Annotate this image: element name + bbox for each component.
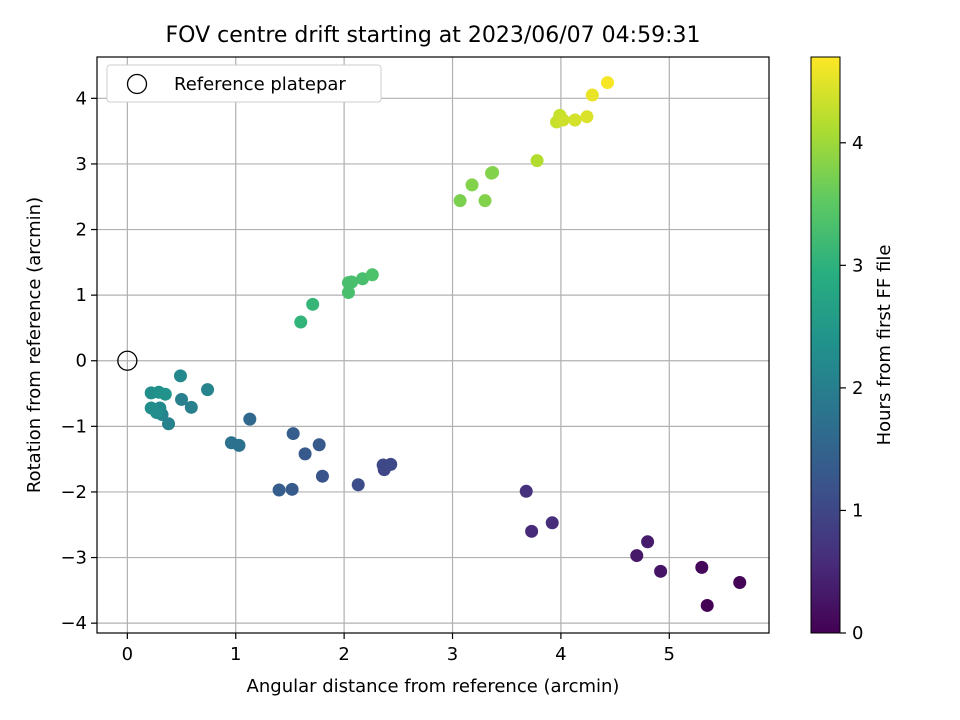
data-point xyxy=(286,427,300,441)
legend: Reference platepar xyxy=(106,64,382,103)
data-point xyxy=(184,400,198,414)
x-tick-label: 0 xyxy=(122,644,133,665)
colorbar-ticks: 0 1 2 3 4 xyxy=(840,133,863,644)
x-axis-label: Angular distance from reference (arcmin) xyxy=(247,676,620,697)
y-tick-label: 1 xyxy=(76,285,87,306)
y-tick-label: 0 xyxy=(76,351,87,372)
data-point xyxy=(158,387,172,401)
data-point xyxy=(700,598,714,612)
data-point xyxy=(654,564,668,578)
colorbar-gradient xyxy=(810,56,841,634)
data-point xyxy=(294,315,308,329)
data-point xyxy=(341,286,355,300)
colorbar: 0 1 2 3 4 Hours from first FF file xyxy=(810,56,895,644)
data-point xyxy=(315,469,329,483)
colorbar-tick-label: 2 xyxy=(852,378,863,399)
y-axis-ticks: −4 −3 −2 −1 0 1 2 3 4 xyxy=(60,88,97,634)
plot-area-frame xyxy=(96,56,770,634)
data-point xyxy=(486,165,500,179)
data-point xyxy=(630,549,644,563)
data-point xyxy=(478,194,492,208)
data-point xyxy=(580,110,594,124)
y-tick-label: 2 xyxy=(76,220,87,241)
y-axis-label: Rotation from reference (arcmin) xyxy=(24,197,45,493)
legend-marker-icon xyxy=(126,73,148,95)
data-point xyxy=(733,575,747,589)
data-point xyxy=(162,417,176,431)
data-point xyxy=(525,524,539,538)
colorbar-tick-label: 1 xyxy=(852,500,863,521)
y-tick-label: −1 xyxy=(60,416,87,437)
data-point xyxy=(453,194,467,208)
data-point xyxy=(530,154,544,168)
data-point xyxy=(232,438,246,452)
data-point xyxy=(272,483,286,497)
x-tick-label: 3 xyxy=(447,644,458,665)
data-point xyxy=(556,113,570,127)
chart-title: FOV centre drift starting at 2023/06/07 … xyxy=(166,23,701,48)
data-point xyxy=(519,484,533,498)
data-point xyxy=(601,76,615,90)
data-point xyxy=(641,535,655,549)
x-tick-label: 5 xyxy=(664,644,675,665)
x-axis-ticks: 0 1 2 3 4 5 xyxy=(122,633,675,665)
data-point xyxy=(312,438,326,452)
y-tick-label: −4 xyxy=(60,613,87,634)
data-point xyxy=(365,268,379,282)
legend-label: Reference platepar xyxy=(174,74,346,95)
reference-platepar-marker xyxy=(117,350,138,371)
data-point xyxy=(298,447,312,461)
colorbar-tick-label: 4 xyxy=(852,133,863,154)
data-point xyxy=(243,412,257,426)
data-point xyxy=(384,457,398,471)
colorbar-label: Hours from first FF file xyxy=(874,245,895,446)
y-tick-label: −2 xyxy=(60,482,87,503)
data-point xyxy=(465,178,479,192)
legend-box xyxy=(106,64,382,103)
x-tick-label: 2 xyxy=(338,644,349,665)
data-point xyxy=(356,272,370,286)
data-point xyxy=(144,401,158,415)
scatter-points xyxy=(117,76,747,612)
data-point xyxy=(173,369,187,383)
y-tick-label: −3 xyxy=(60,548,87,569)
data-point xyxy=(585,88,599,102)
data-point xyxy=(306,297,320,311)
x-tick-label: 4 xyxy=(555,644,566,665)
data-point xyxy=(285,482,299,496)
data-point xyxy=(201,383,215,397)
data-point xyxy=(545,516,559,530)
data-point xyxy=(568,113,582,127)
grid xyxy=(97,57,769,633)
colorbar-tick-label: 3 xyxy=(852,255,863,276)
y-tick-label: 3 xyxy=(76,154,87,175)
data-point xyxy=(345,275,359,289)
x-tick-label: 1 xyxy=(230,644,241,665)
y-tick-label: 4 xyxy=(76,88,87,109)
data-point xyxy=(175,392,189,406)
colorbar-tick-label: 0 xyxy=(852,623,863,644)
data-point xyxy=(695,560,709,574)
data-point xyxy=(351,478,365,492)
